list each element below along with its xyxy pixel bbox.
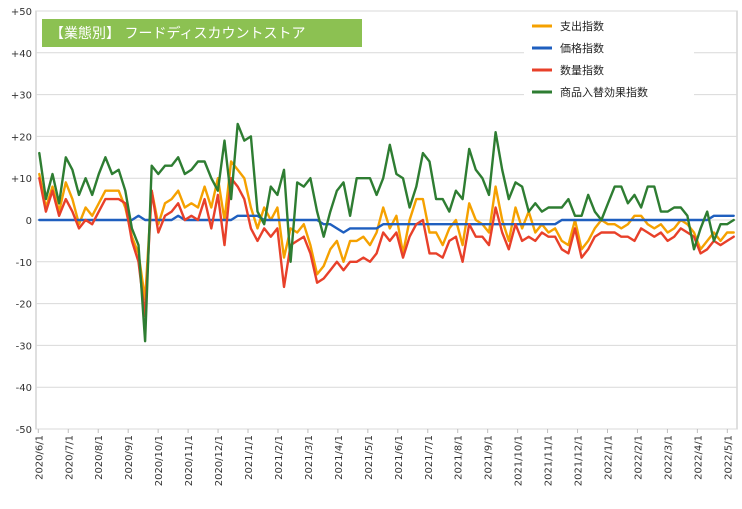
x-tick-label: 2022/4/1 — [693, 435, 704, 480]
series-line-2 — [38, 214, 735, 234]
y-tick-label: 0 — [26, 216, 32, 227]
x-tick-label: 2021/5/1 — [364, 435, 375, 480]
x-tick-label: 2021/12/1 — [574, 435, 585, 486]
legend-label: 価格指数 — [560, 41, 604, 55]
legend-label: 支出指数 — [560, 19, 604, 33]
x-tick-label: 2021/2/1 — [274, 435, 285, 480]
x-tick-label: 2021/9/1 — [484, 435, 495, 480]
legend-entry-background — [524, 18, 694, 34]
y-tick-label: -10 — [16, 258, 32, 269]
y-tick-label: -50 — [16, 425, 32, 436]
x-tick-label: 2022/5/1 — [723, 435, 734, 480]
y-tick-label: +30 — [11, 91, 32, 102]
chart-title-background — [42, 19, 362, 47]
x-tick-label: 2020/11/1 — [184, 435, 195, 486]
x-tick-label: 2021/1/1 — [244, 435, 255, 480]
x-tick-label: 2020/8/1 — [94, 435, 105, 480]
y-tick-label: +20 — [11, 132, 32, 143]
legend-entry-background — [524, 84, 694, 100]
series-line-3 — [38, 176, 735, 318]
series-lines — [38, 122, 735, 343]
y-tick-label: +40 — [11, 49, 32, 60]
y-tick-label: +50 — [11, 7, 32, 18]
gridlines — [35, 10, 738, 430]
x-tick-label: 2021/3/1 — [304, 435, 315, 480]
series-line-1 — [38, 160, 735, 301]
x-tick-label: 2020/9/1 — [124, 435, 135, 480]
legend-label: 数量指数 — [560, 63, 604, 77]
y-tick-label: +10 — [11, 174, 32, 185]
x-tick-label: 2020/12/1 — [214, 435, 225, 486]
legend-entry-background — [524, 40, 694, 56]
x-tick-label: 2022/2/1 — [633, 435, 644, 480]
chart-title-box: 【業態別】 フードディスカウントストア — [42, 19, 362, 47]
y-tick-label: -20 — [16, 300, 32, 311]
x-tick-label: 2021/11/1 — [544, 435, 555, 486]
y-tick-label: -30 — [16, 341, 32, 352]
x-tick-label: 2022/3/1 — [663, 435, 674, 480]
x-tick-label: 2020/6/1 — [34, 435, 45, 480]
x-tick-label: 2022/1/1 — [604, 435, 615, 480]
x-tick-label: 2020/7/1 — [64, 435, 75, 480]
x-tick-label: 2021/8/1 — [454, 435, 465, 480]
x-tick-label: 2021/6/1 — [394, 435, 405, 480]
x-tick-label: 2020/10/1 — [154, 435, 165, 486]
legend-label: 商品入替効果指数 — [560, 85, 648, 99]
x-tick-label: 2021/4/1 — [334, 435, 345, 480]
legend-entry-background — [524, 62, 694, 78]
x-tick-label: 2021/10/1 — [514, 435, 525, 486]
x-tick-label: 2021/7/1 — [424, 435, 435, 480]
y-tick-label: -40 — [16, 383, 32, 394]
series-line-4 — [38, 122, 735, 343]
chart-title: 【業態別】 フードディスカウントストア — [50, 25, 305, 42]
